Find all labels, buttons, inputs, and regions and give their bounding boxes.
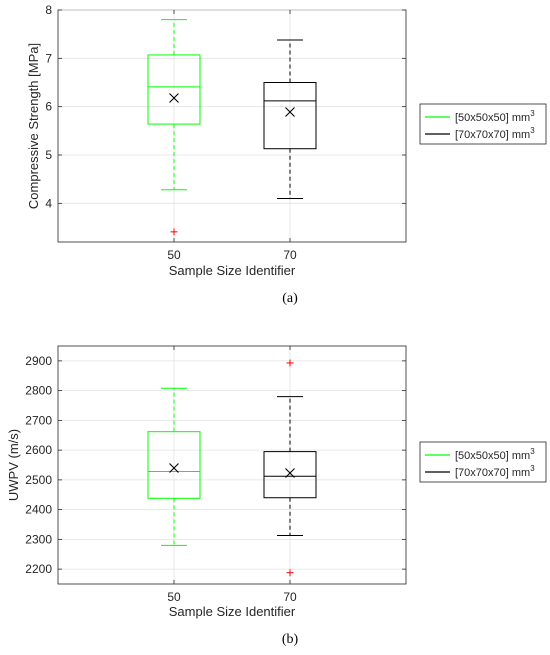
- box-50: [147, 387, 201, 546]
- box-iqr: [147, 431, 201, 499]
- x-tick-labels: 50 70: [167, 248, 297, 262]
- y-axis-label: Compressive Strength [MPa]: [26, 43, 41, 209]
- mean-marker: [285, 107, 295, 117]
- y-tick-label: 2500: [25, 473, 52, 487]
- legend-box: [419, 441, 547, 483]
- y-tick-label: 6: [45, 100, 52, 114]
- box-70: [263, 359, 317, 577]
- x-tick-label: 70: [283, 248, 297, 262]
- caption-b: (b): [282, 632, 299, 647]
- y-tick-label: 2200: [25, 562, 52, 576]
- y-tick-label: 5: [45, 148, 52, 162]
- legend-label: [70x70x70] mm3: [455, 126, 535, 141]
- legend: [50x50x50] mm3 [70x70x70] mm3: [419, 103, 547, 145]
- y-tick-labels: 2200 2300 2400 2500 2600 2700 2800 2900: [25, 354, 52, 576]
- plot-area: [57, 345, 407, 585]
- gridlines: [58, 9, 406, 242]
- x-tick-label: 50: [167, 248, 181, 262]
- box-series: [147, 359, 317, 577]
- caption-a: (a): [282, 291, 298, 306]
- y-axis-label: UWPV (m/s): [6, 429, 21, 501]
- chart-uwpv: 2200 2300 2400 2500 2600 2700 2800 2900 50 70 Sa…: [6, 345, 547, 647]
- legend-label-sup: 3: [530, 109, 535, 118]
- y-tick-label: 7: [45, 51, 52, 65]
- mean-marker: [285, 468, 295, 478]
- box-50: [147, 19, 201, 236]
- y-tick-label: 4: [45, 196, 52, 210]
- chart-compressive-strength: 4 5 6 7 8 50 70 Sample Size Identifier Compre…: [26, 3, 547, 306]
- legend-box: [419, 103, 547, 145]
- box-series: [147, 19, 317, 236]
- legend-label-sup: 3: [530, 447, 535, 456]
- y-tick-label: 2600: [25, 443, 52, 457]
- y-tick-label: 2400: [25, 503, 52, 517]
- y-tick-labels: 4 5 6 7 8: [45, 3, 52, 210]
- x-tick-label: 70: [283, 590, 297, 604]
- x-tick-labels: 50 70: [167, 590, 297, 604]
- x-axis-label: Sample Size Identifier: [169, 263, 296, 278]
- legend-label: [50x50x50] mm3: [455, 109, 535, 124]
- box-70: [263, 39, 317, 199]
- gridlines: [58, 346, 406, 584]
- legend-label: [70x70x70] mm3: [455, 464, 535, 479]
- x-axis-label: Sample Size Identifier: [169, 604, 296, 619]
- box-iqr: [147, 54, 201, 125]
- box-iqr: [263, 82, 317, 150]
- legend: [50x50x50] mm3 [70x70x70] mm3: [419, 441, 547, 483]
- y-tick-label: 2300: [25, 532, 52, 546]
- y-tick-label: 2700: [25, 413, 52, 427]
- x-tick-label: 50: [167, 590, 181, 604]
- mean-marker: [169, 463, 179, 473]
- y-tick-label: 8: [45, 3, 52, 17]
- box-iqr: [263, 451, 317, 499]
- mean-marker: [169, 93, 179, 103]
- legend-label-sup: 3: [530, 464, 535, 473]
- y-tick-label: 2900: [25, 354, 52, 368]
- legend-label: [50x50x50] mm3: [455, 447, 535, 462]
- y-tick-label: 2800: [25, 384, 52, 398]
- legend-label-sup: 3: [530, 126, 535, 135]
- plot-area: [57, 9, 407, 243]
